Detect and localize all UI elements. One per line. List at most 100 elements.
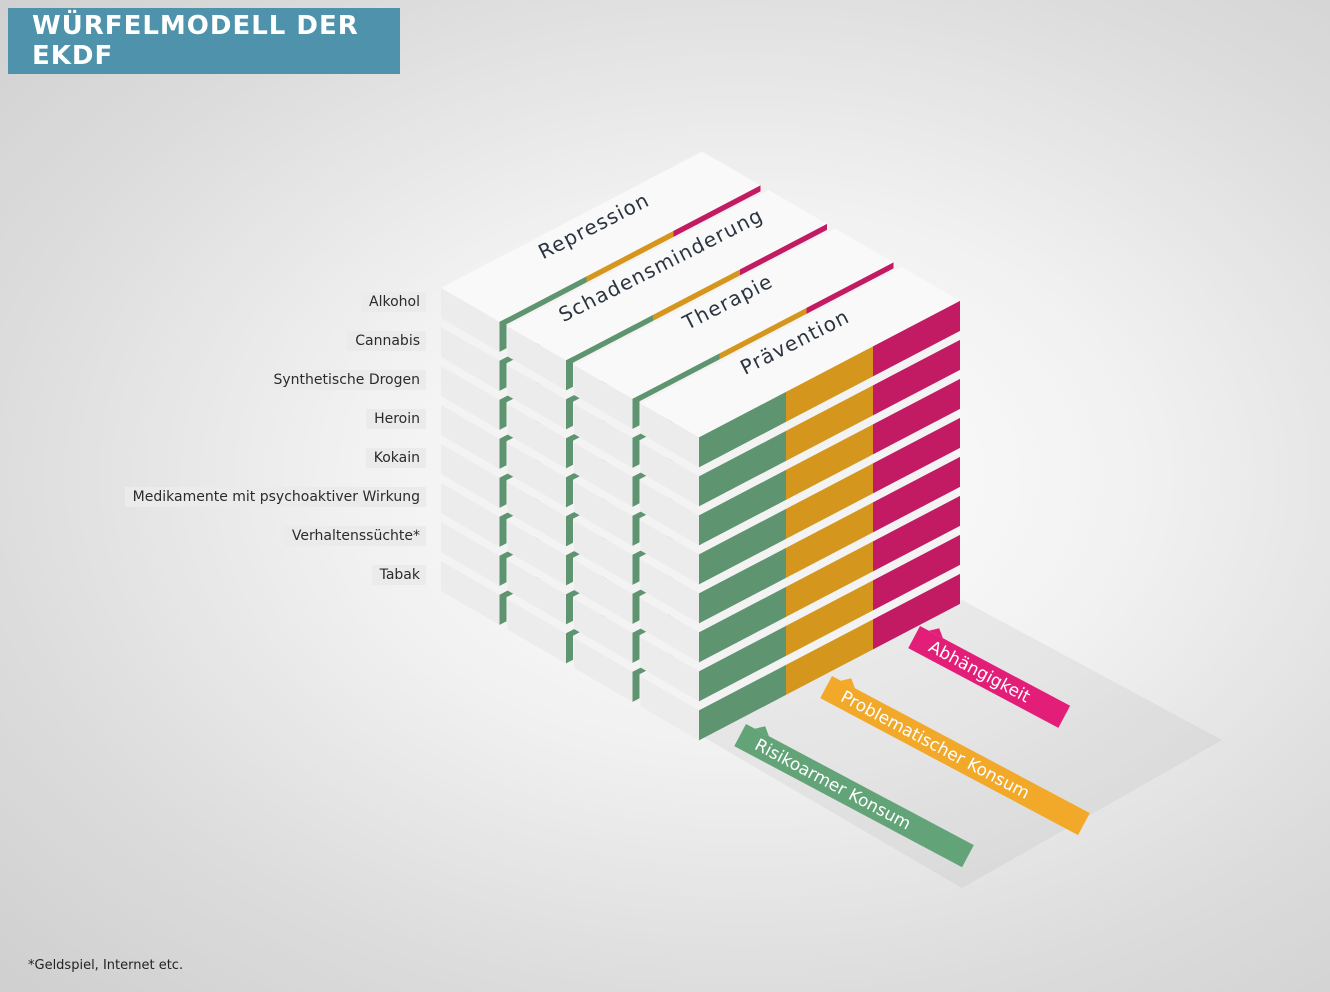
front-face-1-4 [786,502,873,578]
front-face-0-4 [699,547,786,624]
slab-side-schadensminderung-5 [507,521,566,586]
divider-therapie-5 [632,590,640,624]
front-face-1-0 [786,346,873,422]
divider-therapie-7 [632,668,640,702]
tag-abhaengigkeit-bg [908,626,1071,728]
edge-stripe-therapie-1-0 [719,307,807,360]
slab-side-praevention-5 [640,598,699,663]
slab-side-repression-1 [441,327,500,391]
substance-label-alkohol: Alkohol [361,292,426,312]
front-face-2-1 [873,339,960,416]
front-face-0-5 [699,586,786,663]
tag-problematisch-notch [840,678,855,689]
slab-side-schadensminderung-7 [507,599,566,664]
divider-repression-7 [499,591,507,625]
divider-therapie-6 [632,629,640,663]
slab-side-schadensminderung-0 [507,326,566,391]
substance-label-medikamente: Medikamente mit psychoaktiver Wirkung [124,487,426,507]
slab-side-praevention-1 [640,442,699,507]
slab-side-repression-7 [441,561,500,625]
divider-therapie-0 [632,395,640,429]
edge-stripe-schadensminderung-2-0 [740,223,827,276]
front-face-1-2 [786,424,873,500]
tag-risikoarm-bg [734,724,974,868]
slab-side-schadensminderung-1 [507,365,566,430]
slab-side-repression-0 [441,288,500,352]
slab-side-schadensminderung-4 [507,482,566,547]
divider-repression-5 [499,513,507,547]
slab-side-repression-4 [441,444,500,508]
front-face-2-3 [873,417,960,494]
divider-schadensminderung-0 [566,356,573,391]
divider-schadensminderung-4 [566,512,573,547]
substance-label-kokain: Kokain [365,448,426,468]
slab-side-repression-5 [441,483,500,547]
front-face-1-3 [786,463,873,539]
slab-side-therapie-1 [574,404,633,468]
divider-repression-3 [499,435,507,469]
slab-side-schadensminderung-2 [507,404,566,469]
edge-stripe-repression-0-0 [499,276,587,328]
front-face-1-6 [786,580,873,656]
substance-label-synthetische-drogen: Synthetische Drogen [265,370,426,390]
front-face-2-7 [873,573,960,650]
divider-therapie-3 [632,512,640,546]
title-banner: WÜRFELMODELL DER EKDF [8,8,400,74]
edge-stripe-repression-1-0 [586,230,674,283]
slab-side-therapie-7 [574,638,633,702]
substance-label-verhaltenssuechte: Verhaltenssüchte* [283,526,426,546]
edge-stripe-therapie-2-0 [806,262,894,314]
substance-label-heroin: Heroin [366,409,426,429]
slab-side-schadensminderung-3 [507,443,566,508]
front-face-2-0 [873,300,960,377]
front-face-0-1 [699,430,786,507]
edge-stripe-repression-2-0 [673,185,761,237]
slab-side-praevention-3 [640,520,699,585]
slab-side-praevention-7 [640,676,699,741]
slab-side-repression-3 [441,405,500,469]
slab-side-therapie-2 [574,443,633,507]
slab-top-praevention-0 [640,267,960,438]
slab-top-schadensminderung-0 [507,190,827,361]
footnote: *Geldspiel, Internet etc. [28,958,184,973]
divider-therapie-2 [632,473,640,507]
diagram-title: WÜRFELMODELL DER EKDF [32,11,359,71]
tag-abhaengigkeit-notch [928,628,943,639]
edge-stripe-schadensminderung-1-0 [653,269,740,321]
ground-shadow [700,600,1222,888]
divider-repression-6 [499,552,507,586]
divider-repression-1 [499,357,507,391]
tag-risikoarm-notch [754,726,769,737]
divider-therapie-4 [632,551,640,585]
front-face-1-1 [786,385,873,461]
front-face-2-5 [873,495,960,572]
slab-side-therapie-4 [574,521,633,585]
slab-top-therapie-0 [574,228,894,399]
divider-repression-2 [499,396,507,430]
divider-therapie-1 [632,434,640,468]
slab-side-repression-6 [441,522,500,586]
slab-side-praevention-6 [640,637,699,702]
divider-repression-0 [499,318,507,352]
front-face-0-0 [699,391,786,468]
front-face-0-6 [699,625,786,702]
divider-schadensminderung-1 [566,395,573,430]
slab-side-praevention-0 [640,403,699,468]
substance-label-cannabis: Cannabis [347,331,426,351]
front-face-0-3 [699,508,786,585]
slab-side-therapie-5 [574,560,633,624]
divider-schadensminderung-7 [566,629,573,664]
slab-top-repression-0 [441,151,761,322]
divider-schadensminderung-6 [566,590,573,625]
divider-schadensminderung-2 [566,434,573,469]
tag-problematisch-bg [820,676,1090,836]
slab-side-praevention-2 [640,481,699,546]
front-face-2-2 [873,378,960,455]
slab-side-repression-2 [441,366,500,430]
slab-side-praevention-4 [640,559,699,624]
edge-stripe-therapie-0-0 [632,353,720,405]
front-face-1-5 [786,541,873,617]
slab-side-therapie-3 [574,482,633,546]
